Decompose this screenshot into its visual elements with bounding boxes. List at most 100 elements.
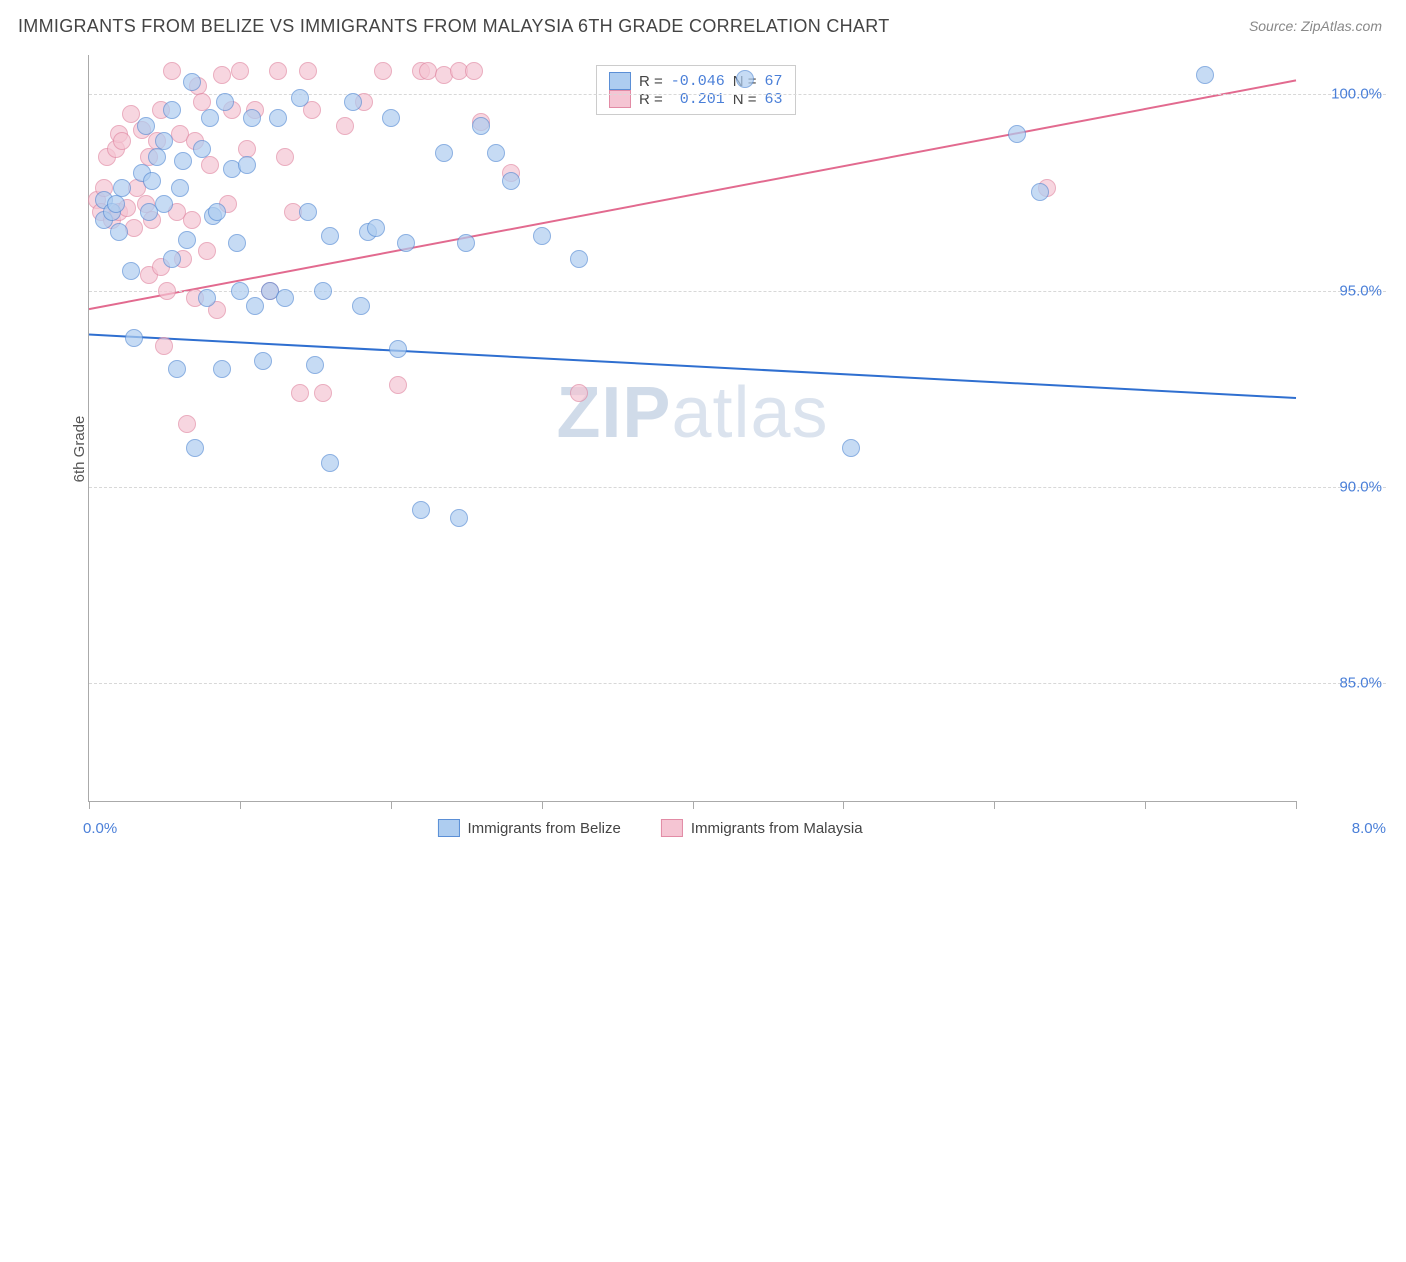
data-point bbox=[254, 352, 272, 370]
data-point bbox=[450, 509, 468, 527]
data-point bbox=[148, 148, 166, 166]
data-point bbox=[352, 297, 370, 315]
data-point bbox=[389, 340, 407, 358]
x-axis-max-label: 8.0% bbox=[1352, 820, 1386, 837]
data-point bbox=[213, 360, 231, 378]
trend-lines bbox=[89, 55, 1296, 1262]
x-tick bbox=[240, 801, 241, 809]
source-attribution: Source: ZipAtlas.com bbox=[1249, 18, 1382, 34]
data-point bbox=[389, 376, 407, 394]
data-point bbox=[186, 439, 204, 457]
series-legend-item: Immigrants from Belize bbox=[437, 819, 620, 837]
data-point bbox=[243, 109, 261, 127]
data-point bbox=[163, 250, 181, 268]
x-tick bbox=[89, 801, 90, 809]
data-point bbox=[291, 89, 309, 107]
grid-line bbox=[89, 487, 1386, 488]
data-point bbox=[570, 250, 588, 268]
data-point bbox=[198, 242, 216, 260]
plot-area: 6th Grade ZIPatlas R = -0.046 N = 67R = … bbox=[40, 55, 1386, 842]
grid-line bbox=[89, 683, 1386, 684]
x-tick bbox=[843, 801, 844, 809]
data-point bbox=[367, 219, 385, 237]
data-point bbox=[174, 152, 192, 170]
data-point bbox=[122, 262, 140, 280]
legend-swatch bbox=[437, 819, 459, 837]
legend-swatch bbox=[609, 90, 631, 108]
data-point bbox=[487, 144, 505, 162]
legend-stat-row: R = 0.201 N = 63 bbox=[609, 90, 783, 108]
data-point bbox=[231, 282, 249, 300]
data-point bbox=[276, 148, 294, 166]
data-point bbox=[201, 109, 219, 127]
x-tick bbox=[693, 801, 694, 809]
data-point bbox=[178, 415, 196, 433]
legend-swatch bbox=[661, 819, 683, 837]
y-axis-label: 6th Grade bbox=[71, 415, 88, 482]
data-point bbox=[269, 109, 287, 127]
data-point bbox=[299, 203, 317, 221]
stats-legend: R = -0.046 N = 67R = 0.201 N = 63 bbox=[596, 65, 796, 115]
data-point bbox=[208, 203, 226, 221]
data-point bbox=[193, 140, 211, 158]
x-tick bbox=[391, 801, 392, 809]
data-point bbox=[269, 62, 287, 80]
x-tick bbox=[1145, 801, 1146, 809]
data-point bbox=[382, 109, 400, 127]
y-tick-label: 90.0% bbox=[1339, 478, 1382, 495]
data-point bbox=[246, 297, 264, 315]
data-point bbox=[137, 117, 155, 135]
data-point bbox=[1031, 183, 1049, 201]
data-point bbox=[533, 227, 551, 245]
data-point bbox=[472, 117, 490, 135]
data-point bbox=[412, 501, 430, 519]
data-point bbox=[125, 219, 143, 237]
data-point bbox=[314, 282, 332, 300]
y-tick-label: 85.0% bbox=[1339, 675, 1382, 692]
data-point bbox=[183, 211, 201, 229]
series-legend-item: Immigrants from Malaysia bbox=[661, 819, 863, 837]
data-point bbox=[570, 384, 588, 402]
data-point bbox=[113, 132, 131, 150]
data-point bbox=[231, 62, 249, 80]
data-point bbox=[842, 439, 860, 457]
data-point bbox=[168, 360, 186, 378]
series-legend: Immigrants from Belize Immigrants from Ma… bbox=[437, 819, 862, 837]
data-point bbox=[336, 117, 354, 135]
legend-stat-row: R = -0.046 N = 67 bbox=[609, 72, 783, 90]
data-point bbox=[1008, 125, 1026, 143]
data-point bbox=[213, 66, 231, 84]
data-point bbox=[155, 337, 173, 355]
data-point bbox=[736, 70, 754, 88]
data-point bbox=[110, 223, 128, 241]
y-tick-label: 100.0% bbox=[1331, 86, 1382, 103]
data-point bbox=[306, 356, 324, 374]
data-point bbox=[198, 289, 216, 307]
data-point bbox=[276, 289, 294, 307]
data-point bbox=[216, 93, 234, 111]
data-point bbox=[158, 282, 176, 300]
data-point bbox=[183, 73, 201, 91]
data-point bbox=[155, 132, 173, 150]
data-point bbox=[321, 454, 339, 472]
data-point bbox=[163, 62, 181, 80]
x-axis-min-label: 0.0% bbox=[83, 820, 117, 837]
y-tick-label: 95.0% bbox=[1339, 282, 1382, 299]
data-point bbox=[502, 172, 520, 190]
data-point bbox=[143, 172, 161, 190]
series-name: Immigrants from Malaysia bbox=[691, 820, 863, 837]
data-point bbox=[178, 231, 196, 249]
watermark: ZIPatlas bbox=[556, 372, 828, 454]
data-point bbox=[314, 384, 332, 402]
data-point bbox=[435, 144, 453, 162]
data-point bbox=[397, 234, 415, 252]
trend-line bbox=[89, 335, 1296, 399]
series-name: Immigrants from Belize bbox=[467, 820, 620, 837]
chart-title: IMMIGRANTS FROM BELIZE VS IMMIGRANTS FRO… bbox=[18, 16, 890, 37]
data-point bbox=[1196, 66, 1214, 84]
data-point bbox=[465, 62, 483, 80]
data-point bbox=[457, 234, 475, 252]
data-point bbox=[374, 62, 392, 80]
data-point bbox=[125, 329, 143, 347]
data-point bbox=[291, 384, 309, 402]
